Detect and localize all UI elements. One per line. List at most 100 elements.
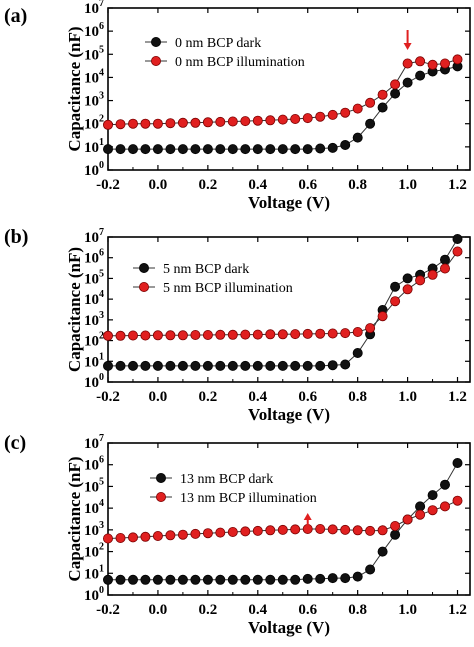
data-point	[215, 329, 226, 340]
y-tick-exponent: 5	[99, 476, 104, 487]
data-point	[252, 115, 263, 126]
y-tick-base: 10	[84, 354, 99, 370]
data-point	[452, 495, 463, 506]
legend-entry: 13 nm BCP illumination	[180, 491, 317, 506]
x-tick-label: 1.2	[448, 177, 467, 193]
data-point	[190, 574, 201, 585]
data-point	[302, 328, 313, 339]
x-tick-label: 1.2	[448, 602, 467, 618]
legend-marker	[138, 281, 149, 292]
y-tick-exponent: 2	[99, 331, 104, 342]
data-point	[103, 533, 114, 544]
y-tick-label: 105	[84, 268, 104, 287]
x-tick-label: 0.8	[348, 177, 367, 193]
data-point	[252, 574, 263, 585]
x-tick-label: 1.0	[398, 177, 417, 193]
data-point	[277, 329, 288, 340]
data-point	[402, 77, 413, 88]
data-point	[103, 574, 114, 585]
data-point	[127, 330, 138, 341]
data-point	[177, 330, 188, 341]
data-point	[452, 246, 463, 257]
y-tick-exponent: 0	[99, 372, 104, 383]
data-point	[365, 323, 376, 334]
y-tick-exponent: 2	[99, 114, 104, 125]
data-point	[240, 526, 251, 537]
data-point	[252, 525, 263, 536]
y-tick-base: 10	[84, 566, 99, 582]
data-point	[352, 132, 363, 143]
data-point	[315, 328, 326, 339]
x-axis-label: Voltage (V)	[248, 193, 330, 212]
data-point	[439, 254, 450, 265]
data-point	[265, 115, 276, 126]
y-tick-label: 106	[84, 248, 104, 267]
data-point	[202, 144, 213, 155]
data-point	[240, 144, 251, 155]
data-point	[302, 113, 313, 124]
panel-label: (b)	[4, 226, 28, 248]
plot-frame	[107, 442, 471, 596]
data-point	[327, 328, 338, 339]
data-point	[352, 347, 363, 358]
x-tick-label: -0.2	[96, 602, 120, 618]
y-tick-exponent: 1	[99, 137, 104, 148]
panel-label: (c)	[4, 432, 26, 454]
data-point	[140, 360, 151, 371]
data-point	[315, 573, 326, 584]
data-point	[190, 144, 201, 155]
data-point	[240, 329, 251, 340]
data-point	[152, 144, 163, 155]
x-tick-label: 0.2	[198, 602, 217, 618]
data-point	[227, 360, 238, 371]
data-point	[452, 233, 463, 244]
annotation-arrowhead	[303, 513, 312, 520]
x-tick-label: -0.2	[96, 389, 120, 405]
data-point	[302, 573, 313, 584]
data-point	[265, 525, 276, 536]
data-point	[340, 328, 351, 339]
data-point	[390, 88, 401, 99]
data-point	[302, 360, 313, 371]
data-point	[390, 281, 401, 292]
data-point	[165, 530, 176, 541]
data-point	[202, 528, 213, 539]
data-point	[103, 360, 114, 371]
data-point	[352, 326, 363, 337]
data-point	[227, 527, 238, 538]
y-tick-base: 10	[84, 523, 99, 539]
data-point	[277, 574, 288, 585]
data-point	[365, 97, 376, 108]
data-point	[215, 144, 226, 155]
y-tick-base: 10	[84, 436, 99, 452]
y-tick-base: 10	[84, 251, 99, 267]
data-point	[190, 117, 201, 128]
y-tick-label: 103	[84, 520, 104, 539]
data-point	[415, 275, 426, 286]
data-point	[127, 532, 138, 543]
y-tick-exponent: 5	[99, 44, 104, 55]
data-point	[365, 118, 376, 129]
y-tick-exponent: 4	[99, 289, 104, 300]
data-point	[340, 524, 351, 535]
y-tick-exponent: 6	[99, 455, 104, 466]
data-point	[415, 70, 426, 81]
data-point	[140, 330, 151, 341]
y-tick-base: 10	[84, 375, 99, 391]
data-point	[327, 109, 338, 120]
data-point	[377, 546, 388, 557]
data-point	[227, 329, 238, 340]
data-point	[165, 144, 176, 155]
data-point	[365, 564, 376, 575]
y-axis-label: Capacitance (nF)	[65, 456, 84, 581]
data-point	[252, 360, 263, 371]
data-point	[377, 525, 388, 536]
chart-panel-0: (a)-0.2 0.0 0.2 0.4 0.6 0.8 1.0 1.2100101102103…	[4, 0, 471, 212]
y-tick-label: 107	[84, 227, 104, 246]
y-tick-label: 100	[84, 160, 104, 179]
data-point	[127, 144, 138, 155]
data-point	[427, 59, 438, 70]
data-point	[240, 360, 251, 371]
data-point	[240, 116, 251, 127]
y-tick-exponent: 3	[99, 310, 104, 321]
